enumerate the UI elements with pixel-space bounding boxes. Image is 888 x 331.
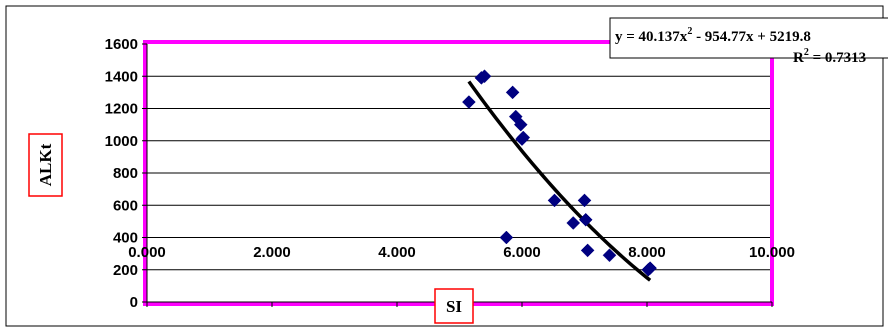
trendline-equation-part1: y = 40.137x xyxy=(615,29,688,45)
data-point xyxy=(547,193,562,208)
x-tick-label: 6.000 xyxy=(503,244,541,261)
y-tick-label: 800 xyxy=(113,165,138,182)
data-point xyxy=(505,85,520,100)
data-point xyxy=(577,193,592,208)
x-axis-title-box xyxy=(434,288,474,324)
y-tick-label: 200 xyxy=(113,262,138,279)
data-point xyxy=(516,130,531,145)
trendline xyxy=(467,80,652,282)
data-point xyxy=(580,243,595,258)
y-tick-label: 1400 xyxy=(105,68,138,85)
gridlines xyxy=(147,75,772,271)
y-tick-label: 400 xyxy=(113,230,138,247)
data-point xyxy=(643,261,657,275)
data-point xyxy=(477,69,492,84)
data-point xyxy=(578,212,593,227)
trendline-equation-part2: - 954.77x + 5219.8 xyxy=(692,29,811,45)
x-tick-label: 4.000 xyxy=(378,244,416,261)
r-squared-exponent: 2 xyxy=(804,47,809,58)
y-axis-title-box xyxy=(28,133,63,197)
data-point xyxy=(513,117,528,132)
trendline-label-box xyxy=(609,17,888,59)
data-point xyxy=(566,216,581,230)
data-point xyxy=(602,248,617,263)
y-axis-title: ALKt xyxy=(36,143,55,186)
r-squared: R2 = 0.7313 xyxy=(793,47,866,66)
y-tick-label: 600 xyxy=(113,197,138,214)
trendline-equation: y = 40.137x2 - 954.77x + 5219.8 xyxy=(615,26,811,45)
data-point xyxy=(462,95,476,109)
x-tick-label: 10.000 xyxy=(749,244,795,261)
r-squared-value: = 0.7313 xyxy=(809,50,866,66)
data-point xyxy=(499,230,514,245)
y-tick-label: 0 xyxy=(130,294,138,311)
tick-labels: 0 200 400 600 800 1000 1200 1400 1600 0.000 2.000 4… xyxy=(105,36,795,311)
y-tick-label: 1600 xyxy=(105,36,138,53)
x-axis-title: SI xyxy=(446,297,462,316)
trendline-equation-exponent: 2 xyxy=(687,26,692,37)
x-tick-label: 0.000 xyxy=(128,244,166,261)
chart-area xyxy=(5,5,884,327)
y-tick-label: 1200 xyxy=(105,101,138,118)
x-tick-label: 2.000 xyxy=(253,244,291,261)
data-markers xyxy=(462,69,657,277)
r-squared-symbol: R xyxy=(793,50,804,66)
x-tick-label: 8.000 xyxy=(628,244,666,261)
y-tick-label: 1000 xyxy=(105,133,138,150)
